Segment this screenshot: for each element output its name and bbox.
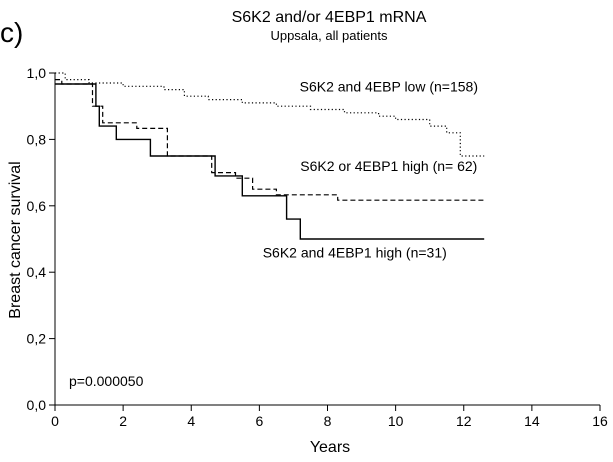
x-tick-label: 16 [592,413,608,429]
y-axis-label: Breast cancer survival [7,161,24,318]
series-label-or-high: S6K2 or 4EBP1 high (n= 62) [300,158,477,174]
ticks-layer: 0 2 4 6 8 10 12 14 16 0,0 0,2 0,4 0,6 0,8 1,0 [27,65,608,429]
y-tick-label: 0,0 [27,397,47,413]
x-axis-label: Years [310,439,350,456]
x-tick-label: 6 [255,413,263,429]
series-layer [55,72,485,240]
x-tick-label: 0 [51,413,59,429]
x-tick-label: 2 [119,413,127,429]
series-label-low: S6K2 and 4EBP low (n=158) [300,78,478,94]
p-value-annotation: p=0.000050 [69,373,144,389]
y-tick-label: 0,8 [27,131,47,147]
panel-label: c) [0,17,23,48]
x-tick-label: 14 [524,413,540,429]
survival-curve-solid [55,83,485,240]
chart-subtitle: Uppsala, all patients [270,28,388,43]
x-tick-label: 10 [388,413,404,429]
series-labels-layer: S6K2 and 4EBP low (n=158) S6K2 or 4EBP1 h… [263,78,478,260]
y-tick-label: 0,2 [27,331,47,347]
x-tick-label: 4 [187,413,195,429]
y-tick-label: 0,6 [27,198,47,214]
x-tick-label: 8 [324,413,332,429]
y-tick-label: 1,0 [27,65,47,81]
x-tick-label: 12 [456,413,472,429]
y-tick-label: 0,4 [27,264,47,280]
chart-title: S6K2 and/or 4EBP1 mRNA [232,9,427,26]
series-label-and-high: S6K2 and 4EBP1 high (n=31) [263,244,447,260]
